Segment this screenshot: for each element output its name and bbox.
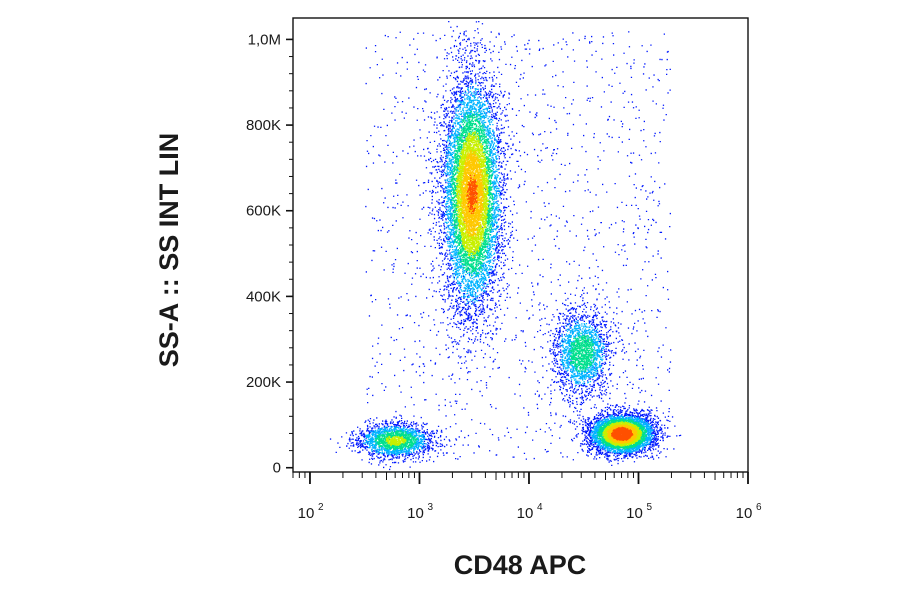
x-tick-label-exponent: 3 — [427, 502, 433, 513]
y-axis-title: SS-A :: SS INT LIN — [154, 133, 184, 368]
x-tick-label-exponent: 2 — [318, 502, 324, 513]
event-dots-density-level — [363, 82, 655, 456]
x-tick-label: 10 — [736, 505, 753, 522]
event-dots-layer — [329, 21, 682, 471]
y-tick-label: 600K — [246, 203, 281, 220]
event-dots-density-level — [460, 150, 639, 444]
plot-border — [292, 17, 749, 473]
y-tick-label: 800K — [246, 117, 281, 134]
x-axis-title: CD48 APC — [454, 550, 587, 580]
x-tick-label-exponent: 5 — [646, 502, 652, 513]
x-tick-label-exponent: 4 — [537, 502, 543, 513]
y-tick-label: 200K — [246, 374, 281, 391]
x-tick-label: 10 — [407, 505, 424, 522]
x-axis: 10 2 10 3 10 4 10 5 10 6 — [292, 472, 762, 522]
x-tick-label-exponent: 6 — [756, 502, 762, 513]
plot-frame — [292, 17, 749, 473]
event-dots-density-level — [374, 110, 648, 451]
x-tick-label: 10 — [298, 505, 315, 522]
y-tick-label: 400K — [246, 288, 281, 305]
x-tick-label: 10 — [517, 505, 534, 522]
y-tick-label: 1,0M — [248, 31, 281, 48]
y-axis: 0 200K 400K 600K 800K 1,0M — [246, 31, 293, 477]
x-tick-label: 10 — [626, 505, 643, 522]
event-dots-density-level — [329, 21, 682, 471]
y-tick-label: 0 — [273, 460, 281, 477]
